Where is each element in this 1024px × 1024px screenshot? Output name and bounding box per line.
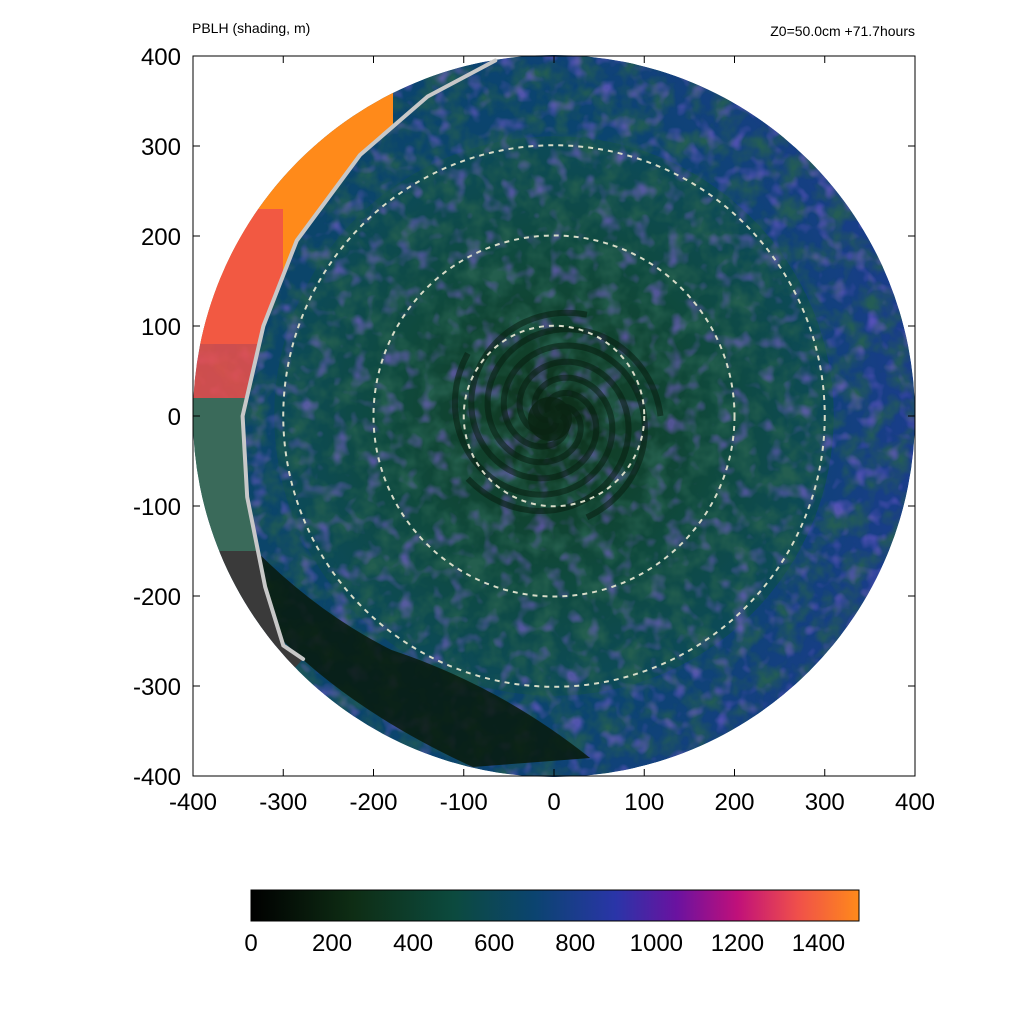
colorbar-bar [250,889,860,922]
y-tick-label: 300 [141,134,181,161]
outer-band-boundary [240,58,498,661]
y-tick-label: -400 [133,764,181,791]
y-tick-label: 200 [141,224,181,251]
colorbar-ticks: 0 200 400 600 800 1000 1200 1400 [244,930,845,957]
x-tick-label: -400 [169,789,217,816]
colorbar: 0 200 400 600 800 1000 1200 1400 [244,889,860,957]
colorbar-tick-label: 1400 [792,930,845,957]
colorbar-tick-label: 800 [555,930,595,957]
x-axis: -400 -300 -200 -100 0 100 200 300 400 [169,56,935,816]
plot-area: -400 -300 -200 -100 0 100 200 300 400 -400 -300 -2… [133,44,935,816]
y-tick-label: -300 [133,674,181,701]
x-tick-label: -300 [259,789,307,816]
range-ring-300 [282,144,826,688]
spiral-band [500,342,648,520]
y-tick-label: -100 [133,494,181,521]
colorbar-tick-label: 1200 [711,930,764,957]
spiral-band [451,352,616,498]
y-tick-label: 100 [141,314,181,341]
y-tick-label: 400 [141,44,181,71]
x-tick-label: 400 [895,789,935,816]
pblh-field [193,55,915,777]
x-tick-label: -200 [349,789,397,816]
colorbar-tick-label: 400 [393,930,433,957]
range-ring-100 [462,324,646,508]
colorbar-tick-label: 1000 [630,930,683,957]
range-ring-200 [372,234,736,598]
colorbar-tick-label: 200 [312,930,352,957]
eye-region [528,397,572,441]
y-tick-label: -200 [133,584,181,611]
colorbar-tick-label: 0 [244,930,257,957]
y-tick-label: 0 [168,404,181,431]
field-sw-dark [256,551,591,767]
range-rings [282,144,826,688]
y-axis: -400 -300 -200 -100 0 100 200 300 400 [133,44,915,791]
colorbar-tick-label: 600 [474,930,514,957]
x-tick-label: -100 [440,789,488,816]
run-annotation: Z0=50.0cm +71.7hours [770,23,915,39]
x-tick-label: 0 [547,789,560,816]
spiral-band [468,309,600,482]
x-tick-label: 100 [624,789,664,816]
x-tick-label: 200 [714,789,754,816]
chart-title: PBLH (shading, m) [192,20,310,36]
x-tick-label: 300 [805,789,845,816]
